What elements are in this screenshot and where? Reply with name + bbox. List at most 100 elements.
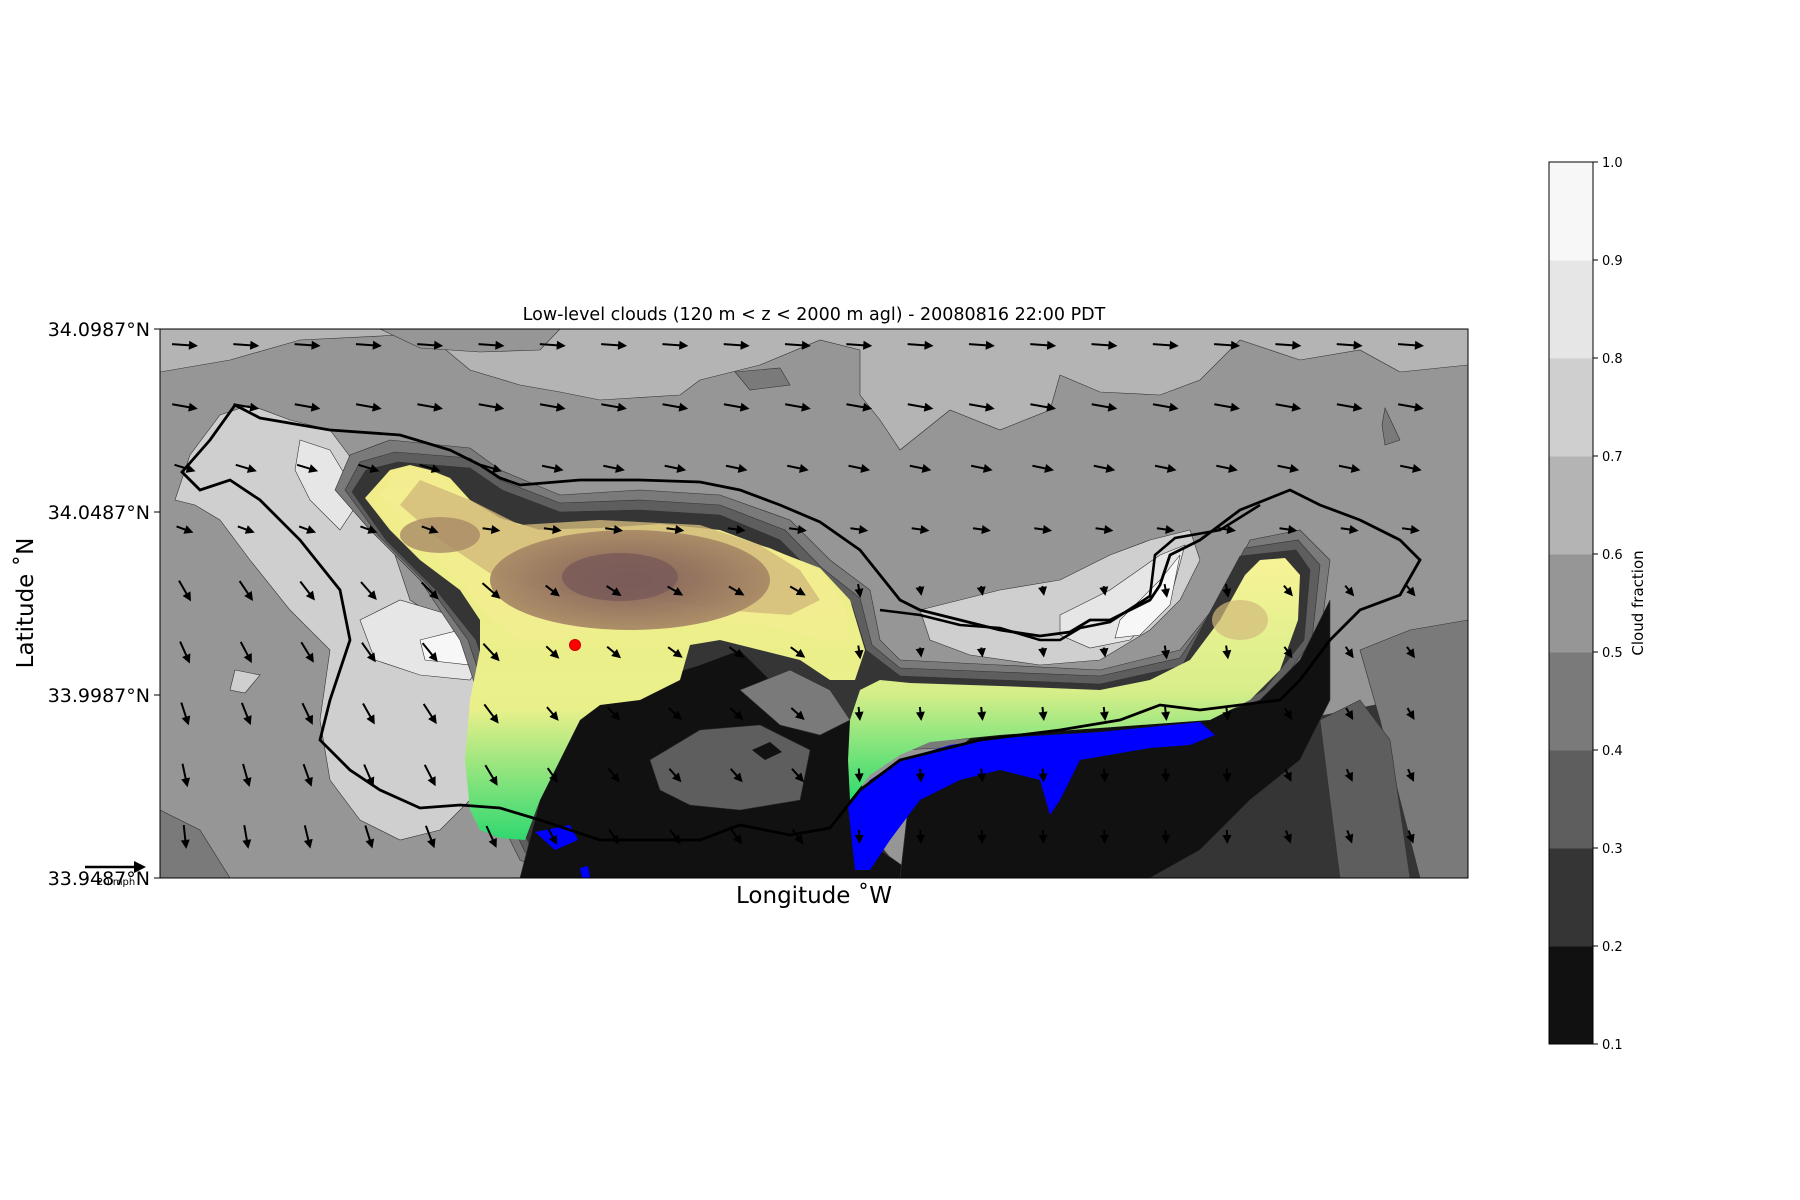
wind-arrow <box>1344 830 1354 844</box>
wind-arrow <box>854 829 864 844</box>
wind-arrow <box>1222 583 1232 598</box>
colorbar-level <box>1549 652 1593 751</box>
colorbar-level <box>1549 554 1593 653</box>
wind-arrow <box>484 764 498 786</box>
cloud-contour-0.4-patch2 <box>1381 407 1401 446</box>
y-tick-label: 33.9487°N <box>48 868 150 890</box>
cloud-contour-0.3-southeast <box>1319 699 1411 878</box>
wind-arrow <box>854 583 864 598</box>
wind-arrow <box>1091 402 1118 412</box>
coastline <box>180 403 1422 842</box>
wind-arrow <box>1099 585 1109 596</box>
wind-arrow <box>1338 464 1361 473</box>
wind-arrow <box>607 767 620 783</box>
wind-arrow <box>1152 340 1179 350</box>
colorbar-level <box>1549 456 1593 555</box>
cloud-contour-0.1-dot <box>752 742 782 760</box>
wind-arrow <box>1406 707 1415 721</box>
wind-arrow <box>178 580 191 602</box>
wind-arrow <box>601 402 627 412</box>
wind-arrow <box>1218 525 1237 534</box>
wind-arrow <box>907 402 934 412</box>
colorbar-level <box>1549 260 1593 359</box>
cloud-contour-0.4-southwest <box>160 809 231 878</box>
wind-arrow <box>1279 525 1298 534</box>
wind-arrow <box>485 825 497 848</box>
wind-arrow <box>848 464 871 473</box>
wind-arrow <box>1099 829 1109 844</box>
colorbar-tick-label: 0.1 <box>1602 1038 1623 1053</box>
wind-arrow <box>1161 706 1171 721</box>
wind-arrow <box>1401 525 1420 534</box>
wind-arrow <box>854 768 864 783</box>
wind-arrow <box>669 829 681 845</box>
wind-arrow <box>1152 402 1179 412</box>
wind-arrow <box>1099 768 1109 783</box>
wind-arrow <box>1161 829 1171 844</box>
y-axis-label: Latitude ˚N <box>12 538 39 669</box>
chart-title: Low-level clouds (120 m < z < 2000 m agl… <box>523 305 1106 325</box>
wind-arrow <box>539 340 566 350</box>
wind-arrow <box>606 645 622 659</box>
wind-arrow <box>171 340 198 350</box>
colorbar-tick-label: 1.0 <box>1602 156 1623 171</box>
wind-arrow <box>355 402 382 412</box>
wind-arrow <box>909 464 932 473</box>
wind-arrow <box>668 707 683 721</box>
wind-arrow <box>662 402 689 412</box>
wind-arrow <box>907 340 934 350</box>
wind-arrow <box>422 703 437 725</box>
wind-arrow <box>1406 768 1415 782</box>
terrain-peak-west <box>400 517 480 553</box>
wind-arrow <box>1038 706 1048 721</box>
wind-arrow <box>668 768 682 783</box>
terrain-blue-east <box>848 722 1215 870</box>
wind-vector-field <box>171 340 1424 849</box>
wind-arrow <box>728 646 744 658</box>
wind-arrow <box>972 525 991 534</box>
y-tick-label: 33.9987°N <box>48 685 150 707</box>
wind-arrow <box>601 340 628 350</box>
wind-arrow <box>1095 525 1114 534</box>
colorbar-frame <box>1548 161 1594 1045</box>
wind-arrow <box>546 706 559 721</box>
colorbar-level <box>1549 946 1593 1045</box>
wind-arrow <box>729 707 744 721</box>
wind-arrow <box>854 645 864 660</box>
wind-arrow <box>846 402 873 412</box>
colorbar-tick-label: 0.6 <box>1602 548 1623 563</box>
wind-arrow <box>603 464 625 473</box>
wind-reference-label: 20 mph <box>97 877 135 888</box>
wind-arrow <box>667 585 684 596</box>
wind-arrow <box>417 340 444 350</box>
wind-arrow <box>299 580 315 601</box>
wind-arrow <box>172 402 198 412</box>
wind-arrow <box>242 763 252 788</box>
cloud-contour-0.7-small <box>229 669 261 694</box>
plot-frame <box>159 328 1469 879</box>
wind-arrow <box>233 402 260 412</box>
wind-arrow <box>1406 830 1415 844</box>
wind-arrow <box>421 642 438 662</box>
wind-reference-key: 20 mph <box>85 861 146 888</box>
wind-arrow <box>478 340 505 350</box>
wind-arrow <box>1344 707 1354 721</box>
wind-arrow <box>977 829 987 844</box>
wind-arrow <box>176 525 194 534</box>
wind-arrow <box>1030 402 1057 412</box>
wind-arrow <box>1344 768 1353 782</box>
cloud-contour-0.5-north <box>379 329 561 353</box>
wind-arrow <box>1222 829 1232 844</box>
wind-arrow <box>725 464 748 473</box>
wind-arrow <box>1400 464 1422 473</box>
wind-arrow <box>1406 646 1416 659</box>
wind-arrow <box>480 463 503 473</box>
wind-arrow <box>1030 340 1057 350</box>
wind-arrow <box>239 641 252 664</box>
wind-arrow <box>417 402 444 412</box>
wind-arrow <box>1093 464 1116 473</box>
wind-arrow <box>482 525 501 534</box>
wind-arrow <box>360 581 377 601</box>
wind-arrow <box>915 768 925 783</box>
wind-arrow <box>791 829 804 845</box>
